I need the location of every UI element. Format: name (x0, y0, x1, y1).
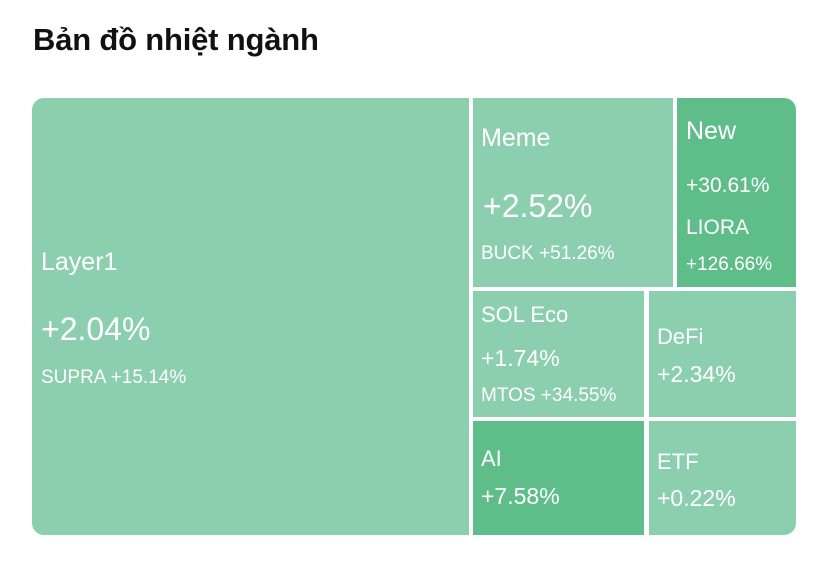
top-coin: SUPRA +15.14% (41, 367, 187, 388)
sector-change: +2.52% (483, 188, 593, 224)
sector-name: AI (481, 446, 502, 471)
sector-tile-layer1[interactable]: Layer1 +2.04% SUPRA +15.14% (32, 98, 469, 535)
sector-heatmap: Layer1 +2.04% SUPRA +15.14% Meme +2.52% … (32, 98, 796, 535)
sector-name: ETF (657, 449, 699, 474)
top-coin: MTOS +34.55% (481, 385, 617, 406)
top-coin: BUCK +51.26% (481, 243, 615, 264)
sector-tile-etf[interactable]: ETF +0.22% (649, 421, 796, 535)
sector-tile-meme[interactable]: Meme +2.52% BUCK +51.26% (473, 98, 673, 287)
sector-tile-defi[interactable]: DeFi +2.34% (649, 291, 796, 417)
sector-change: +2.04% (41, 311, 151, 347)
page-title: Bản đồ nhiệt ngành (33, 22, 319, 57)
top-coin-name: LIORA (686, 216, 750, 239)
top-coin-change: +126.66% (686, 254, 773, 275)
sector-name: DeFi (657, 324, 704, 349)
sector-tile-new[interactable]: New +30.61% LIORA +126.66% (677, 98, 796, 287)
sector-change: +2.34% (657, 361, 736, 387)
sector-tile-sol-eco[interactable]: SOL Eco +1.74% MTOS +34.55% (473, 291, 644, 417)
sector-name: New (686, 117, 737, 145)
sector-change: +1.74% (481, 345, 560, 371)
sector-tile-ai[interactable]: AI +7.58% (473, 421, 644, 535)
sector-name: SOL Eco (481, 302, 569, 327)
sector-name: Layer1 (41, 248, 118, 276)
sector-change: +7.58% (481, 483, 560, 509)
sector-name: Meme (481, 124, 551, 152)
sector-change: +0.22% (657, 485, 736, 511)
sector-change: +30.61% (686, 174, 770, 197)
